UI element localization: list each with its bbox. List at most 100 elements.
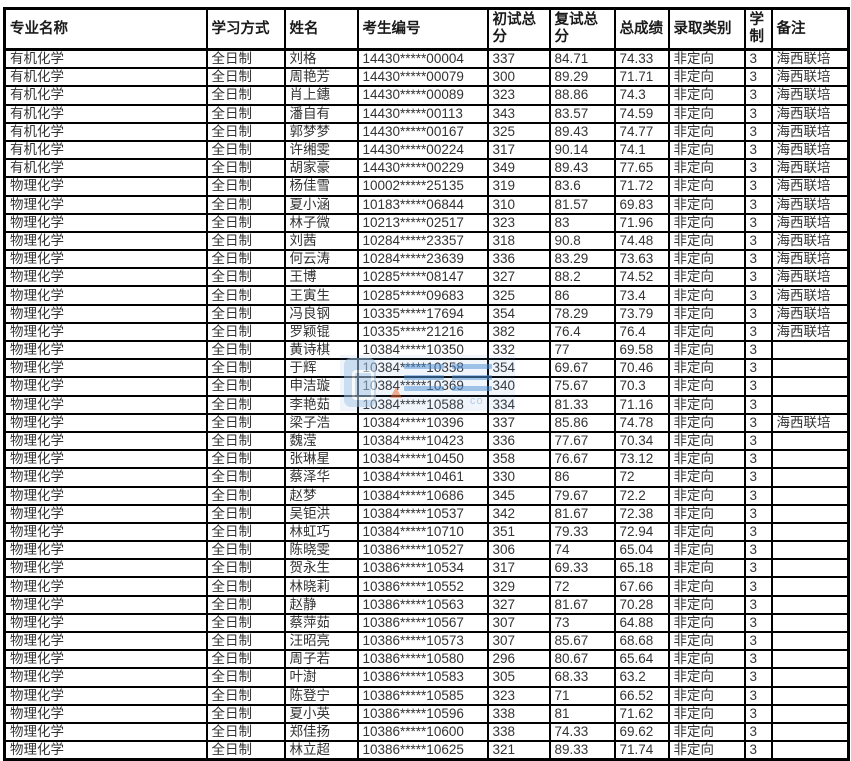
cell-admission_type: 非定向	[667, 321, 746, 343]
header-row: 专业名称 学习方式 姓名 考生编号 初试总分 复试总分 总成绩 录取类别 学制 备注	[3, 7, 850, 51]
column-header-name: 姓名	[283, 7, 359, 51]
table-row: 物理化学 全日制 陈登宁 10386*****10585 323 71 66.52 非定向 3	[3, 685, 850, 706]
cell-retest_total: 88.86	[548, 85, 616, 106]
table-row: 物理化学 全日制 梁子浩 10384*****10396 337 85.86 74.78 非定…	[3, 412, 850, 433]
cell-candidate_no: 10386*****10625	[356, 740, 489, 761]
cell-candidate_no: 10384*****10461	[356, 467, 489, 488]
cell-initial_total: 329	[486, 576, 551, 597]
cell-duration: 3	[743, 285, 773, 306]
cell-retest_total: 74	[548, 540, 616, 561]
cell-name: 汪昭亮	[283, 630, 359, 652]
table-row: 物理化学 全日制 夏小英 10386*****10596 338 81 71.62 非定向 3	[3, 703, 850, 724]
cell-name: 潘自有	[283, 103, 359, 124]
cell-name: 梁子浩	[283, 412, 359, 433]
table-row: 有机化学 全日制 周艳芳 14430*****00079 300 89.29 71.71 非定…	[3, 67, 850, 88]
cell-candidate_no: 10386*****10596	[356, 703, 489, 724]
cell-initial_total: 307	[486, 612, 551, 634]
cell-initial_total: 334	[486, 394, 551, 415]
cell-candidate_no: 10384*****10396	[356, 412, 489, 433]
table-row: 物理化学 全日制 何云涛 10284*****23639 336 83.29 73.63 非定…	[3, 249, 850, 270]
cell-major: 物理化学	[3, 576, 208, 597]
cell-admission_type: 非定向	[667, 194, 746, 215]
cell-retest_total: 89.29	[548, 67, 616, 88]
table-row: 有机化学 全日制 许缃雯 14430*****00224 317 90.14 74.1 非定向…	[3, 139, 850, 161]
column-header-initial_total: 初试总分	[486, 7, 551, 51]
cell-candidate_no: 10386*****10527	[356, 540, 489, 561]
cell-total_score: 72.2	[613, 485, 670, 506]
cell-initial_total: 358	[486, 449, 551, 470]
cell-note: 海西联培	[770, 67, 850, 88]
cell-duration: 3	[743, 467, 773, 488]
cell-total_score: 72.38	[613, 503, 670, 524]
cell-name: 贺永生	[283, 558, 359, 579]
cell-initial_total: 336	[486, 249, 551, 270]
cell-mode: 全日制	[205, 121, 286, 142]
cell-total_score: 73.63	[613, 249, 670, 270]
cell-duration: 3	[743, 339, 773, 361]
cell-admission_type: 非定向	[667, 503, 746, 524]
cell-total_score: 74.1	[613, 139, 670, 161]
cell-major: 物理化学	[3, 630, 208, 652]
cell-major: 物理化学	[3, 740, 208, 761]
table-row: 物理化学 全日制 夏小涵 10183*****06844 310 81.57 69.83 非定…	[3, 194, 850, 215]
cell-initial_total: 327	[486, 267, 551, 288]
cell-admission_type: 非定向	[667, 467, 746, 488]
cell-total_score: 69.83	[613, 194, 670, 215]
cell-note: 海西联培	[770, 285, 850, 306]
table-row: 物理化学 全日制 蔡泽华 10384*****10461 330 86 72 非定向 3	[3, 467, 850, 488]
cell-name: 魏滢	[283, 430, 359, 452]
cell-duration: 3	[743, 667, 773, 688]
cell-retest_total: 80.67	[548, 649, 616, 670]
cell-note	[770, 685, 850, 706]
cell-major: 物理化学	[3, 467, 208, 488]
cell-mode: 全日制	[205, 685, 286, 706]
cell-admission_type: 非定向	[667, 249, 746, 270]
cell-total_score: 67.66	[613, 576, 670, 597]
cell-candidate_no: 10384*****10537	[356, 503, 489, 524]
cell-initial_total: 325	[486, 285, 551, 306]
table-row: 物理化学 全日制 周子若 10386*****10580 296 80.67 65.64 非定…	[3, 649, 850, 670]
cell-name: 王寅生	[283, 285, 359, 306]
cell-mode: 全日制	[205, 467, 286, 488]
cell-initial_total: 337	[486, 48, 551, 70]
cell-total_score: 70.28	[613, 594, 670, 615]
cell-candidate_no: 10386*****10585	[356, 685, 489, 706]
cell-name: 冯良钢	[283, 303, 359, 324]
cell-retest_total: 81.67	[548, 594, 616, 615]
cell-admission_type: 非定向	[667, 103, 746, 124]
cell-total_score: 63.2	[613, 667, 670, 688]
cell-note: 海西联培	[770, 321, 850, 343]
cell-admission_type: 非定向	[667, 412, 746, 433]
cell-note	[770, 721, 850, 743]
cell-duration: 3	[743, 358, 773, 379]
cell-initial_total: 327	[486, 594, 551, 615]
cell-initial_total: 323	[486, 212, 551, 233]
cell-candidate_no: 10384*****10588	[356, 394, 489, 415]
cell-total_score: 71.16	[613, 394, 670, 415]
cell-mode: 全日制	[205, 412, 286, 433]
cell-name: 张琳星	[283, 449, 359, 470]
table-row: 有机化学 全日制 胡家豪 14430*****00229 349 89.43 77.65 非定…	[3, 158, 850, 179]
table-body: 有机化学 全日制 刘格 14430*****00004 337 84.71 74.33 非定向…	[3, 48, 850, 761]
table-row: 物理化学 全日制 赵梦 10384*****10686 345 79.67 72.2 非定向 3	[3, 485, 850, 506]
cell-duration: 3	[743, 376, 773, 397]
table-row: 物理化学 全日制 黄诗棋 10384*****10350 332 77 69.58 非定向 3	[3, 339, 850, 361]
table-row: 物理化学 全日制 冯良钢 10335*****17694 354 78.29 73.79 非定…	[3, 303, 850, 324]
cell-initial_total: 307	[486, 630, 551, 652]
cell-name: 林立超	[283, 740, 359, 761]
cell-note: 海西联培	[770, 194, 850, 215]
cell-candidate_no: 10335*****21216	[356, 321, 489, 343]
cell-retest_total: 75.67	[548, 376, 616, 397]
cell-name: 肖上鏸	[283, 85, 359, 106]
cell-mode: 全日制	[205, 321, 286, 343]
cell-major: 物理化学	[3, 285, 208, 306]
cell-total_score: 72	[613, 467, 670, 488]
cell-note	[770, 503, 850, 524]
cell-duration: 3	[743, 449, 773, 470]
cell-admission_type: 非定向	[667, 740, 746, 761]
cell-note: 海西联培	[770, 139, 850, 161]
cell-candidate_no: 10384*****10450	[356, 449, 489, 470]
cell-major: 物理化学	[3, 358, 208, 379]
cell-admission_type: 非定向	[667, 721, 746, 743]
cell-mode: 全日制	[205, 630, 286, 652]
